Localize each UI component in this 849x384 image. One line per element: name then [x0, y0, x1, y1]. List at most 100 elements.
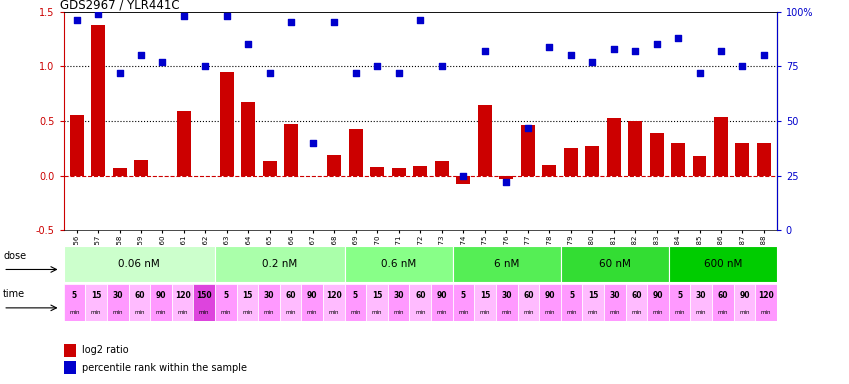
Text: min: min [545, 310, 555, 315]
Bar [690, 284, 712, 321]
Bar [564, 148, 577, 176]
Bar [345, 284, 366, 321]
Text: 5: 5 [223, 291, 228, 300]
Text: min: min [415, 310, 425, 315]
Text: 90: 90 [739, 291, 750, 300]
Bar [128, 284, 150, 321]
Text: time: time [3, 290, 25, 300]
Text: 90: 90 [307, 291, 318, 300]
Point [457, 173, 470, 179]
Text: min: min [134, 310, 144, 315]
Bar [499, 176, 513, 179]
Point [714, 48, 728, 54]
Bar [171, 284, 194, 321]
Point [370, 63, 384, 70]
Bar [280, 284, 301, 321]
Text: percentile rank within the sample: percentile rank within the sample [82, 362, 247, 373]
Text: min: min [221, 310, 231, 315]
Bar [757, 143, 771, 176]
Point [242, 41, 256, 47]
Point [499, 179, 513, 185]
Bar [543, 165, 556, 176]
Point [607, 46, 621, 52]
Bar [647, 284, 669, 321]
Text: 30: 30 [393, 291, 404, 300]
Bar [241, 103, 256, 176]
Bar [626, 284, 647, 321]
Bar [391, 168, 406, 176]
Text: 150: 150 [196, 291, 212, 300]
Text: dose: dose [3, 251, 26, 261]
Bar [263, 161, 277, 176]
Bar [215, 246, 345, 282]
Bar [194, 284, 215, 321]
Bar [712, 284, 734, 321]
Bar [388, 284, 409, 321]
Bar [85, 284, 107, 321]
Point [757, 52, 771, 58]
Point [284, 19, 298, 25]
Text: 60 nM: 60 nM [599, 259, 631, 269]
Bar [413, 166, 427, 176]
Bar [301, 284, 323, 321]
Point [113, 70, 127, 76]
Bar [91, 25, 105, 176]
Text: 60: 60 [631, 291, 642, 300]
Text: 120: 120 [175, 291, 190, 300]
Bar [520, 125, 535, 176]
Bar [671, 143, 685, 176]
Point [155, 59, 169, 65]
Text: min: min [523, 310, 533, 315]
Text: 90: 90 [155, 291, 166, 300]
Text: min: min [112, 310, 123, 315]
Point [392, 70, 406, 76]
Bar [456, 176, 470, 184]
Text: log2 ratio: log2 ratio [82, 345, 129, 356]
Point [134, 52, 148, 58]
Text: min: min [458, 310, 469, 315]
Text: 60: 60 [134, 291, 144, 300]
Text: min: min [631, 310, 642, 315]
Text: 15: 15 [588, 291, 599, 300]
Bar [669, 284, 690, 321]
Bar [328, 155, 341, 176]
Bar [604, 284, 626, 321]
Bar [606, 118, 621, 176]
Bar [177, 111, 191, 176]
Bar [496, 284, 518, 321]
Text: 90: 90 [436, 291, 447, 300]
Text: min: min [177, 310, 188, 315]
Bar [284, 124, 298, 176]
Text: 30: 30 [502, 291, 512, 300]
Point [263, 70, 277, 76]
Text: 30: 30 [112, 291, 123, 300]
Text: min: min [739, 310, 750, 315]
Point [585, 59, 599, 65]
Text: 90: 90 [653, 291, 663, 300]
Text: 30: 30 [264, 291, 274, 300]
Point [564, 52, 577, 58]
Text: min: min [242, 310, 253, 315]
Bar [113, 168, 127, 176]
Bar [64, 246, 215, 282]
Text: 120: 120 [326, 291, 341, 300]
Bar [756, 284, 777, 321]
Bar [435, 161, 449, 176]
Text: min: min [285, 310, 295, 315]
Text: min: min [307, 310, 318, 315]
Text: min: min [610, 310, 620, 315]
Bar [220, 72, 234, 176]
Bar [370, 167, 385, 176]
Text: 0.06 nM: 0.06 nM [119, 259, 160, 269]
Text: min: min [653, 310, 663, 315]
Bar [237, 284, 258, 321]
Point [70, 17, 83, 23]
Text: 90: 90 [545, 291, 555, 300]
Text: min: min [264, 310, 274, 315]
Bar [560, 246, 669, 282]
Text: 15: 15 [91, 291, 101, 300]
Text: 120: 120 [758, 291, 774, 300]
Text: min: min [674, 310, 685, 315]
Text: 15: 15 [480, 291, 490, 300]
Bar [585, 146, 599, 176]
